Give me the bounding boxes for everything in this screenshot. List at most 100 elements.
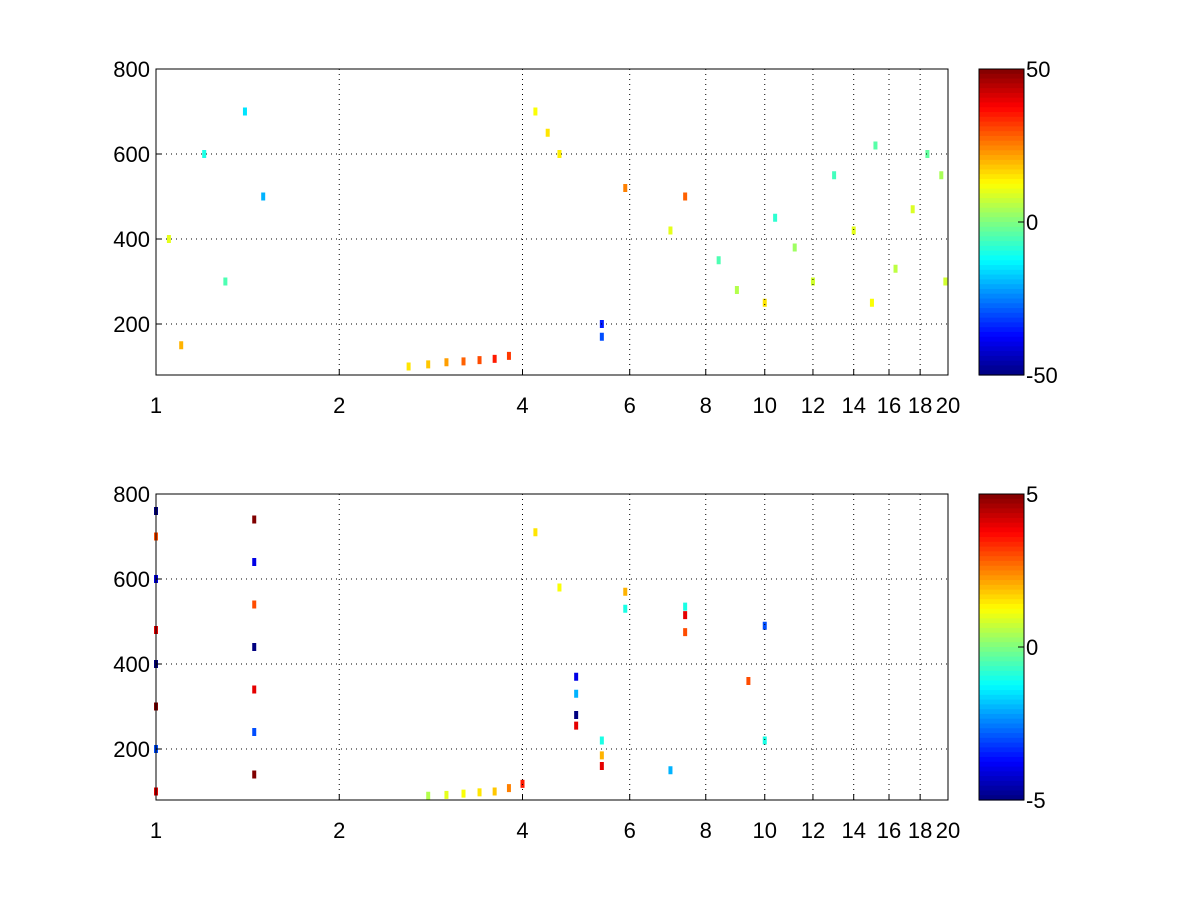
colorbar-band <box>979 795 1024 801</box>
heatmap-cell <box>668 226 673 235</box>
x-tick-label: 8 <box>700 818 712 843</box>
colorbar-band <box>979 202 1024 209</box>
heatmap-cell <box>477 788 482 797</box>
heatmap-cell <box>623 184 628 192</box>
heatmap-cell <box>520 779 525 788</box>
colorbar-band <box>979 121 1024 127</box>
colorbar-band <box>979 589 1024 596</box>
colorbar-band <box>979 164 1024 171</box>
x-tick-label: 14 <box>841 818 865 843</box>
colorbar-band <box>979 699 1024 705</box>
colorbar-band <box>979 623 1024 629</box>
colorbar-band <box>979 222 1024 228</box>
colorbar-band <box>979 737 1024 744</box>
colorbar-band <box>979 241 1024 247</box>
heatmap-cell <box>477 356 482 365</box>
heatmap-cell <box>202 150 207 158</box>
colorbar-band <box>979 169 1024 175</box>
heatmap-cell <box>242 107 247 116</box>
y-tick-label: 400 <box>113 227 150 252</box>
colorbar-band <box>979 637 1024 643</box>
colorbar-band <box>979 690 1024 696</box>
x-tick-label: 18 <box>908 393 932 418</box>
colorbar-band <box>979 317 1024 324</box>
colorbar-band <box>979 298 1024 304</box>
colorbar-band <box>979 709 1024 715</box>
heatmap-cell <box>683 628 688 637</box>
colorbar-tick-label: 50 <box>1026 57 1050 82</box>
colorbar-band <box>979 231 1024 237</box>
heatmap-cell <box>925 150 930 158</box>
heatmap-cell <box>851 226 856 235</box>
heatmap-cell <box>762 621 767 630</box>
heatmap-cell <box>762 298 767 307</box>
colorbar-band <box>979 174 1024 180</box>
heatmap-cell <box>252 770 257 779</box>
colorbar-band <box>979 312 1024 319</box>
heatmap-cell <box>252 643 257 651</box>
x-tick-label: 20 <box>936 818 960 843</box>
colorbar-band <box>979 618 1024 624</box>
axes-frame <box>155 68 949 376</box>
heatmap-cell <box>762 736 767 745</box>
x-tick-label: 10 <box>753 818 777 843</box>
colorbar-band <box>979 193 1024 199</box>
colorbar-band <box>979 556 1024 562</box>
colorbar-band <box>979 73 1024 80</box>
colorbar-band <box>979 83 1024 89</box>
heatmap-cell <box>574 721 579 730</box>
colorbar-band <box>979 135 1024 142</box>
colorbar-band <box>979 537 1024 543</box>
colorbar-band <box>979 360 1024 367</box>
colorbar-band <box>979 733 1024 739</box>
colorbar-tick-label: -50 <box>1026 363 1058 388</box>
heatmap-cell <box>623 604 628 613</box>
heatmap-cell <box>574 672 579 681</box>
heatmap-cell <box>668 766 673 775</box>
colorbar-band <box>979 642 1024 648</box>
colorbar-band <box>979 236 1024 242</box>
colorbar-band <box>979 508 1024 514</box>
colorbar-band <box>979 370 1024 376</box>
colorbar-band <box>979 670 1024 677</box>
colorbar-band <box>979 580 1024 586</box>
colorbar-band <box>979 102 1024 108</box>
colorbar-band <box>979 207 1024 214</box>
colorbar-band <box>979 116 1024 123</box>
colorbar-band <box>979 575 1024 581</box>
colorbar-band <box>979 331 1024 338</box>
colorbar-band <box>979 742 1024 749</box>
heatmap-cell <box>599 751 604 760</box>
colorbar-band <box>979 752 1024 758</box>
colorbar-band <box>979 303 1024 309</box>
heatmap-cell <box>252 515 257 524</box>
colorbar-band <box>979 661 1024 667</box>
y-tick-label: 600 <box>113 142 150 167</box>
colorbar-band <box>979 541 1024 548</box>
colorbar-band <box>979 771 1024 777</box>
heatmap-cell <box>599 736 604 745</box>
colorbar-band <box>979 188 1024 194</box>
colorbar-band <box>979 613 1024 619</box>
heatmap-cell <box>939 171 944 180</box>
colorbar-band <box>979 608 1024 615</box>
heatmap-cell <box>683 192 688 201</box>
heatmap-cell <box>545 128 550 137</box>
colorbar-tick-label: -5 <box>1026 788 1046 813</box>
colorbar-band <box>979 178 1024 185</box>
heatmap-cell <box>557 150 562 158</box>
colorbar-band <box>979 656 1024 662</box>
colorbar-tick-label: 0 <box>1026 210 1038 235</box>
colorbar-band <box>979 112 1024 118</box>
heatmap-cell <box>252 600 257 609</box>
axes-frame <box>155 493 949 801</box>
colorbar-band <box>979 728 1024 734</box>
x-tick-label: 1 <box>150 393 162 418</box>
heatmap-cell <box>746 677 751 685</box>
heatmap-cell <box>492 787 497 796</box>
colorbar-band <box>979 293 1024 300</box>
heatmap-cell <box>557 583 562 592</box>
colorbar-band <box>979 517 1024 524</box>
colorbar-band <box>979 183 1024 190</box>
